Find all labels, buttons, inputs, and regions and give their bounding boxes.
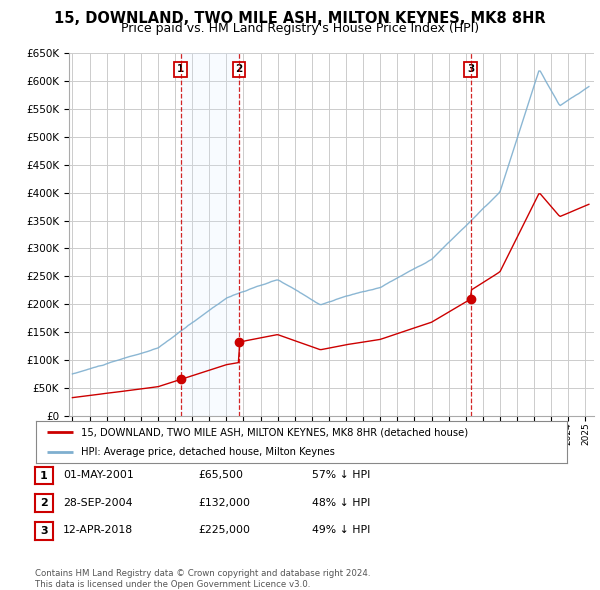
Text: 49% ↓ HPI: 49% ↓ HPI	[312, 526, 370, 535]
Text: 2: 2	[40, 499, 47, 508]
Text: £65,500: £65,500	[198, 470, 243, 480]
Text: 48% ↓ HPI: 48% ↓ HPI	[312, 498, 370, 507]
Text: 1: 1	[177, 64, 184, 74]
Text: Contains HM Land Registry data © Crown copyright and database right 2024.
This d: Contains HM Land Registry data © Crown c…	[35, 569, 370, 589]
Text: 3: 3	[467, 64, 474, 74]
Text: 3: 3	[40, 526, 47, 536]
Bar	[181, 53, 239, 416]
Text: 15, DOWNLAND, TWO MILE ASH, MILTON KEYNES, MK8 8HR: 15, DOWNLAND, TWO MILE ASH, MILTON KEYNE…	[54, 11, 546, 25]
Text: HPI: Average price, detached house, Milton Keynes: HPI: Average price, detached house, Milt…	[81, 447, 335, 457]
Text: Price paid vs. HM Land Registry's House Price Index (HPI): Price paid vs. HM Land Registry's House …	[121, 22, 479, 35]
Text: 28-SEP-2004: 28-SEP-2004	[63, 498, 133, 507]
Text: 15, DOWNLAND, TWO MILE ASH, MILTON KEYNES, MK8 8HR (detached house): 15, DOWNLAND, TWO MILE ASH, MILTON KEYNE…	[81, 427, 468, 437]
Text: 2: 2	[236, 64, 243, 74]
Text: 1: 1	[40, 471, 47, 480]
Text: 57% ↓ HPI: 57% ↓ HPI	[312, 470, 370, 480]
Text: £132,000: £132,000	[198, 498, 250, 507]
Text: £225,000: £225,000	[198, 526, 250, 535]
Text: 01-MAY-2001: 01-MAY-2001	[63, 470, 134, 480]
Text: 12-APR-2018: 12-APR-2018	[63, 526, 133, 535]
